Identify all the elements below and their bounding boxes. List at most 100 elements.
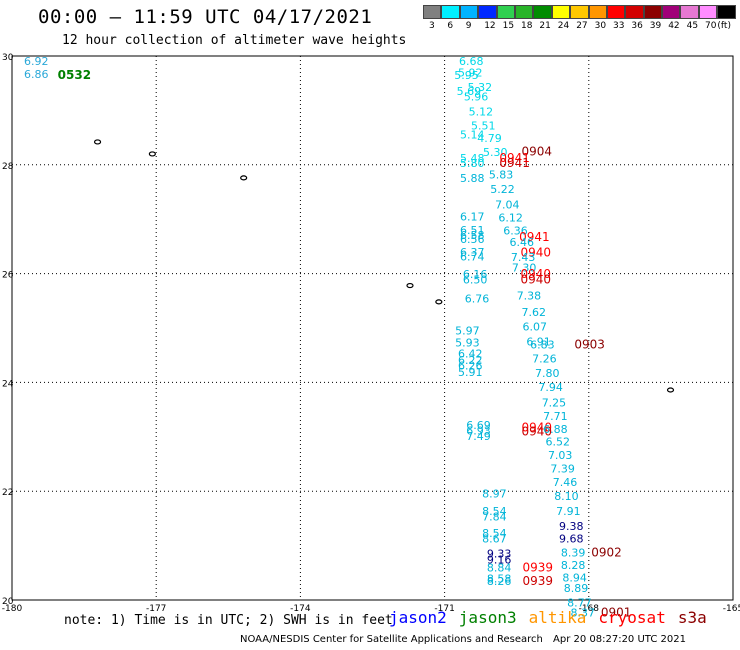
wave-height-label: 8.84 <box>487 562 512 575</box>
satellite-cryosat: cryosat <box>598 608 666 627</box>
legend-label: 39 <box>649 21 662 31</box>
wave-height-label: 5.51 <box>471 119 496 132</box>
x-tick-label: -168 <box>579 604 600 614</box>
legend-swatch <box>570 5 589 19</box>
wave-height-label: 7.46 <box>553 476 578 489</box>
chart-title: 00:00 – 11:59 UTC 04/17/2021 <box>38 6 373 28</box>
pass-time-label: 0941 <box>519 230 550 244</box>
wave-height-label: 5.83 <box>489 168 513 181</box>
wave-height-label: 7.26 <box>532 352 557 365</box>
y-tick-label: 20 <box>2 597 14 607</box>
legend-swatch <box>441 5 460 19</box>
wave-height-label: 6.93 <box>466 425 491 438</box>
y-tick-label: 26 <box>2 271 14 281</box>
wave-height-label: 6.16 <box>463 268 488 281</box>
pass-time-label: 0940 <box>521 272 552 286</box>
wave-height-label: 6.88 <box>543 423 568 436</box>
wave-height-label: 5.97 <box>455 325 480 338</box>
island-outline <box>406 282 414 289</box>
wave-height-label: 6.92 <box>24 55 49 68</box>
wave-height-label: 8.97 <box>482 488 507 501</box>
y-tick-label: 24 <box>2 379 14 389</box>
wave-height-label: 6.51 <box>460 224 485 237</box>
pass-time-label: 0939 <box>522 574 553 588</box>
pass-time-label: 0904 <box>522 145 553 159</box>
wave-height-label: 8.39 <box>561 546 586 559</box>
wave-height-label: 6.07 <box>522 321 547 334</box>
wave-height-label: 6.91 <box>526 335 551 348</box>
pass-time-label: 0941 <box>499 156 530 170</box>
pass-time-label: 0940 <box>521 246 552 260</box>
wave-height-label: 6.86 <box>24 68 49 81</box>
satellite-altika: altika <box>528 608 587 627</box>
legend-swatch <box>698 5 718 19</box>
wave-height-label: 6.74 <box>460 251 485 264</box>
wave-height-label: 5.32 <box>468 81 493 94</box>
wave-height-label: 6.69 <box>466 419 491 432</box>
legend-label: 36 <box>631 21 643 31</box>
pass-time-label: 0940 <box>521 267 552 281</box>
satellite-legend: jason2 jason3 altika cryosat s3a <box>389 608 719 627</box>
wave-height-label: 7.38 <box>517 290 542 303</box>
wave-height-label: 7.84 <box>482 511 507 524</box>
y-tick-label: 30 <box>2 53 14 63</box>
wave-height-label: 7.62 <box>522 306 547 319</box>
wave-height-label: 5.30 <box>483 146 508 159</box>
x-tick-label: -180 <box>2 604 23 614</box>
wave-height-label: 6.50 <box>463 273 488 286</box>
legend-swatch <box>625 5 644 19</box>
wave-height-label: 7.25 <box>542 396 567 409</box>
x-tick-label: -177 <box>146 604 166 614</box>
y-tick-label: 22 <box>2 488 13 498</box>
legend-label: 21 <box>539 21 551 31</box>
x-tick-label: -174 <box>290 604 311 614</box>
wave-height-label: 9.33 <box>487 548 512 561</box>
wave-height-label: 6.68 <box>459 55 484 68</box>
wave-height-label: 7.43 <box>511 251 536 264</box>
legend-swatch <box>662 5 681 19</box>
x-tick-label: -171 <box>434 604 454 614</box>
legend-label: 9 <box>465 21 472 31</box>
x-tick-label: -165 <box>723 604 740 614</box>
wave-height-label: 9.68 <box>559 532 584 545</box>
legend-swatch <box>514 5 534 19</box>
wave-height-label: 8.67 <box>482 532 507 545</box>
wave-height-label: 5.48 <box>460 152 485 165</box>
pass-time-label: 0940 <box>522 425 553 439</box>
legend-swatch <box>423 5 442 19</box>
wave-height-label: 5.80 <box>460 157 485 170</box>
wave-height-label: 8.28 <box>561 559 586 572</box>
wave-height-label: 6.22 <box>458 354 483 367</box>
legend-swatch <box>717 5 736 19</box>
wave-height-label: 9.38 <box>559 520 584 533</box>
wave-height-label: 6.42 <box>458 347 483 360</box>
wave-height-label: 6.56 <box>460 233 485 246</box>
legend-label: 30 <box>594 21 607 31</box>
y-tick-label: 28 <box>2 162 14 172</box>
map-frame <box>11 55 734 601</box>
wave-height-label: 5.95 <box>454 69 479 82</box>
legend-swatch <box>478 5 497 19</box>
wave-height-label: 7.30 <box>512 261 536 274</box>
pass-time-label: 0940 <box>522 420 553 434</box>
legend-label: 24 <box>557 21 570 31</box>
wave-height-label: 6.12 <box>498 211 523 224</box>
wave-height-label: 6.52 <box>546 436 571 449</box>
pass-time-label: 0941 <box>499 151 530 165</box>
wave-height-label: 4.79 <box>477 132 502 145</box>
wave-height-label: 6.36 <box>503 224 528 237</box>
wave-height-label: 9.16 <box>487 554 512 567</box>
wave-height-label: 5.91 <box>458 366 483 379</box>
legend-label: 18 <box>521 21 533 31</box>
wave-height-label: 8.77 <box>567 597 592 610</box>
legend-swatch <box>606 5 626 19</box>
wave-height-label: 7.03 <box>548 449 573 462</box>
wave-height-label: 8.26 <box>487 575 512 588</box>
chart-subtitle: 12 hour collection of altimeter wave hei… <box>62 33 407 48</box>
footer-credit: NOAA/NESDIS Center for Satellite Applica… <box>240 634 543 645</box>
pass-time-label: 0902 <box>591 545 622 559</box>
island-outline <box>666 387 675 393</box>
wave-height-label: 7.80 <box>535 367 560 380</box>
wave-height-label: 6.58 <box>460 229 485 242</box>
